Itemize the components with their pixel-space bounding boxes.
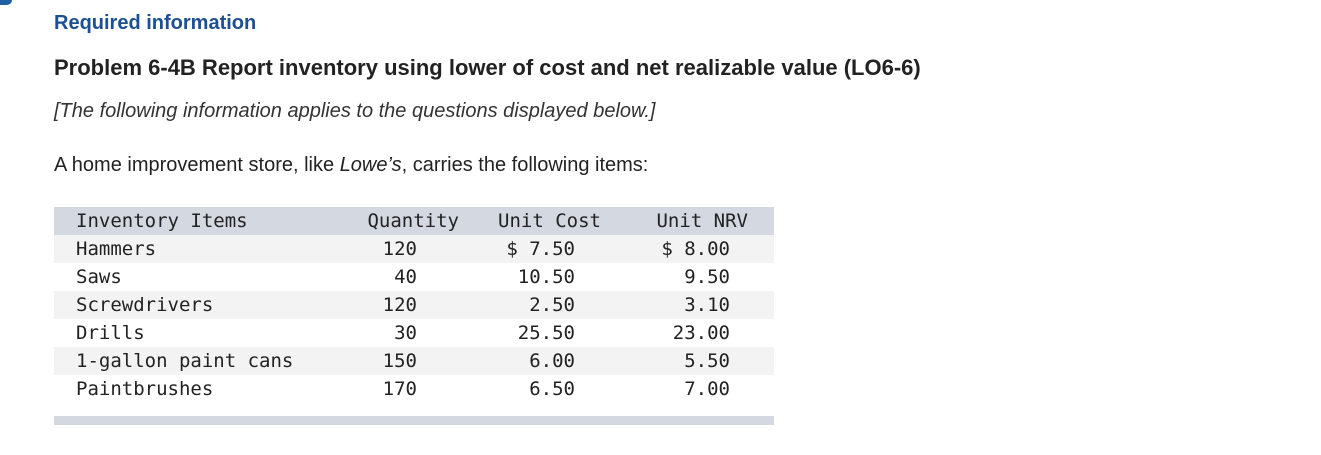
table-row: Paintbrushes 170 6.50 7.00 bbox=[54, 375, 774, 403]
table-row: Hammers 120 $ 7.50 $ 8.00 bbox=[54, 235, 774, 263]
item-quantity: 30 bbox=[344, 319, 459, 347]
item-quantity: 120 bbox=[344, 235, 459, 263]
item-unit-nrv: 23.00 bbox=[601, 319, 774, 347]
item-unit-cost: 2.50 bbox=[459, 291, 601, 319]
intro-store-name: Lowe’s bbox=[339, 154, 402, 176]
intro-text-start: A home improvement store, like bbox=[54, 154, 340, 176]
table-row: Screwdrivers 120 2.50 3.10 bbox=[54, 291, 774, 319]
column-header-unit-nrv: Unit NRV bbox=[601, 207, 774, 235]
item-quantity: 150 bbox=[344, 347, 459, 375]
item-unit-cost: 25.50 bbox=[459, 319, 601, 347]
table-footer-bar bbox=[54, 416, 774, 425]
item-unit-cost: 10.50 bbox=[459, 263, 601, 291]
column-header-quantity: Quantity bbox=[344, 207, 459, 235]
table-row: Saws 40 10.50 9.50 bbox=[54, 263, 774, 291]
item-unit-nrv: 5.50 bbox=[601, 347, 774, 375]
inventory-table: Inventory Items Quantity Unit Cost Unit … bbox=[54, 207, 774, 403]
column-header-item: Inventory Items bbox=[54, 207, 344, 235]
item-unit-cost: $ 7.50 bbox=[459, 235, 601, 263]
item-name: Saws bbox=[54, 263, 344, 291]
table-header-row: Inventory Items Quantity Unit Cost Unit … bbox=[54, 207, 774, 235]
item-unit-nrv: $ 8.00 bbox=[601, 235, 774, 263]
problem-title: Problem 6-4B Report inventory using lowe… bbox=[54, 55, 921, 80]
corner-accent bbox=[0, 0, 12, 5]
item-name: 1-gallon paint cans bbox=[54, 347, 344, 375]
item-quantity: 40 bbox=[344, 263, 459, 291]
intro-text-end: , carries the following items: bbox=[401, 154, 649, 176]
table-row: 1-gallon paint cans 150 6.00 5.50 bbox=[54, 347, 774, 375]
item-unit-nrv: 3.10 bbox=[601, 291, 774, 319]
item-unit-nrv: 7.00 bbox=[601, 375, 774, 403]
item-unit-cost: 6.00 bbox=[459, 347, 601, 375]
item-name: Screwdrivers bbox=[54, 291, 344, 319]
item-quantity: 170 bbox=[344, 375, 459, 403]
column-header-unit-cost: Unit Cost bbox=[459, 207, 601, 235]
item-quantity: 120 bbox=[344, 291, 459, 319]
required-information-heading: Required information bbox=[54, 12, 257, 34]
table-row: Drills 30 25.50 23.00 bbox=[54, 319, 774, 347]
item-name: Paintbrushes bbox=[54, 375, 344, 403]
item-name: Drills bbox=[54, 319, 344, 347]
item-unit-cost: 6.50 bbox=[459, 375, 601, 403]
intro-text: A home improvement store, like Lowe’s, c… bbox=[54, 154, 648, 177]
item-name: Hammers bbox=[54, 235, 344, 263]
applies-note: [The following information applies to th… bbox=[54, 100, 656, 122]
item-unit-nrv: 9.50 bbox=[601, 263, 774, 291]
